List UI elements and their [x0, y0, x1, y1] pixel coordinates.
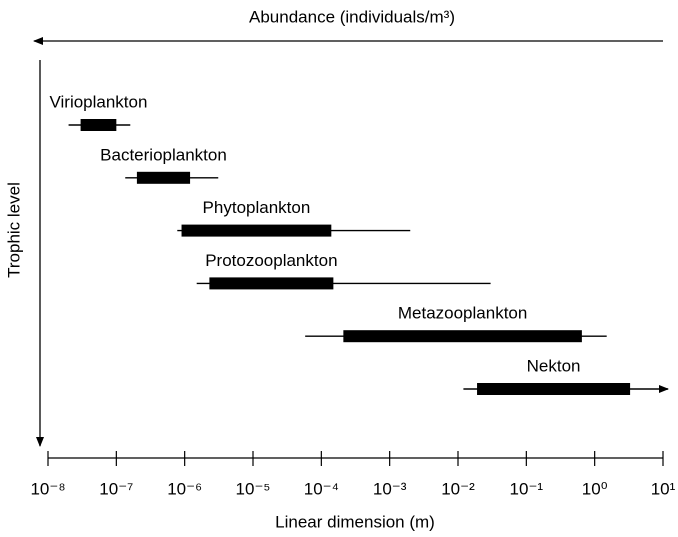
x-tick-label: 10⁻² — [441, 479, 475, 498]
x-axis-title: Linear dimension (m) — [275, 512, 435, 531]
series-label: Nekton — [527, 356, 581, 375]
x-tick-label: 10⁻⁶ — [167, 479, 202, 498]
series-label: Protozooplankton — [205, 251, 337, 270]
x-tick-label: 10⁻⁴ — [304, 479, 339, 498]
series-label: Virioplankton — [49, 92, 147, 111]
series-label: Phytoplankton — [203, 198, 311, 217]
x-tick-label: 10⁻⁷ — [99, 479, 133, 498]
x-tick-label: 10⁰ — [582, 479, 608, 498]
x-tick-label: 10⁻⁸ — [30, 479, 65, 498]
x-tick-label: 10¹ — [651, 479, 676, 498]
typical-bar — [80, 119, 117, 131]
typical-bar — [136, 171, 191, 184]
typical-bar — [343, 330, 582, 343]
typical-bar — [181, 224, 332, 237]
typical-bar — [477, 383, 631, 395]
typical-bar — [209, 277, 334, 290]
chart-title: Abundance (individuals/m³) — [249, 7, 455, 26]
x-tick-label: 10⁻¹ — [510, 479, 544, 498]
x-tick-label: 10⁻⁵ — [236, 479, 271, 498]
y-axis-title: Trophic level — [4, 182, 23, 278]
series-label: Metazooplankton — [398, 304, 527, 323]
x-tick-label: 10⁻³ — [373, 479, 407, 498]
series-label: Bacterioplankton — [100, 145, 227, 164]
